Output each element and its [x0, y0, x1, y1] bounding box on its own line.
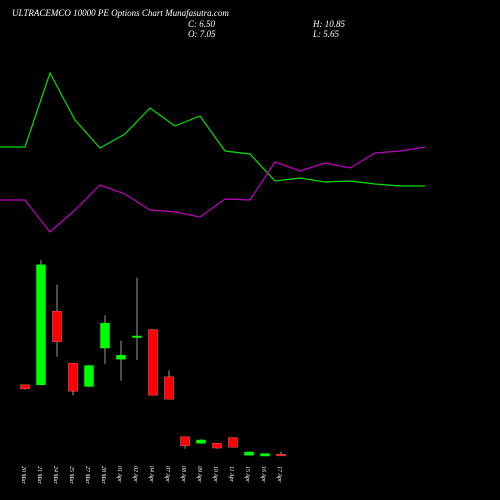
candle-body	[132, 335, 142, 338]
x-tick-label: 27 Mar	[84, 466, 90, 484]
x-tick-label: 08 Apr	[180, 466, 186, 483]
candle-body	[228, 437, 238, 448]
candle-body	[260, 453, 270, 457]
x-tick-label: 04 Apr	[148, 466, 155, 483]
info-close: C: 6.50	[188, 19, 216, 29]
x-tick-label: 17 Apr	[276, 466, 282, 483]
x-tick-label: 10 Apr	[212, 466, 218, 483]
candle-body	[212, 442, 222, 449]
x-tick-label: 28 Mar	[100, 466, 106, 484]
candle-body	[52, 310, 62, 342]
x-tick-label: 09 Apr	[196, 466, 202, 483]
candle-body	[100, 322, 110, 349]
x-tick-label: 16 Apr	[260, 466, 266, 483]
x-tick-label: 07 Apr	[164, 466, 170, 483]
info-high: H: 10.85	[312, 19, 345, 29]
x-tick-label: 15 Apr	[244, 466, 250, 483]
candle-body	[148, 329, 158, 396]
x-tick-label: 25 Mar	[68, 466, 74, 484]
info-open: O: 7.05	[188, 29, 216, 39]
x-tick-label: 21 Mar	[36, 466, 42, 484]
candle-body	[68, 362, 78, 392]
candle-body	[164, 376, 174, 400]
candle-body	[116, 354, 126, 360]
candle-body	[20, 384, 30, 390]
x-tick-label: 20 Mar	[20, 466, 26, 484]
candle-body	[36, 264, 46, 386]
indicator-line	[0, 71, 425, 187]
candle-body	[244, 451, 254, 456]
indicator-line	[0, 146, 426, 233]
info-low: L: 5.65	[312, 29, 340, 39]
x-tick-label: 02 Apr	[132, 466, 138, 483]
candle-body	[84, 365, 94, 387]
candle-body	[180, 436, 190, 446]
chart-title: ULTRACEMCO 10000 PE Options Chart Munafa…	[12, 8, 229, 18]
x-tick-label: 01 Apr	[116, 466, 122, 483]
x-tick-label: 24 Mar	[52, 466, 59, 484]
x-tick-label: 11 Apr	[228, 466, 234, 483]
candle-body	[276, 454, 286, 457]
candle-body	[196, 439, 206, 444]
